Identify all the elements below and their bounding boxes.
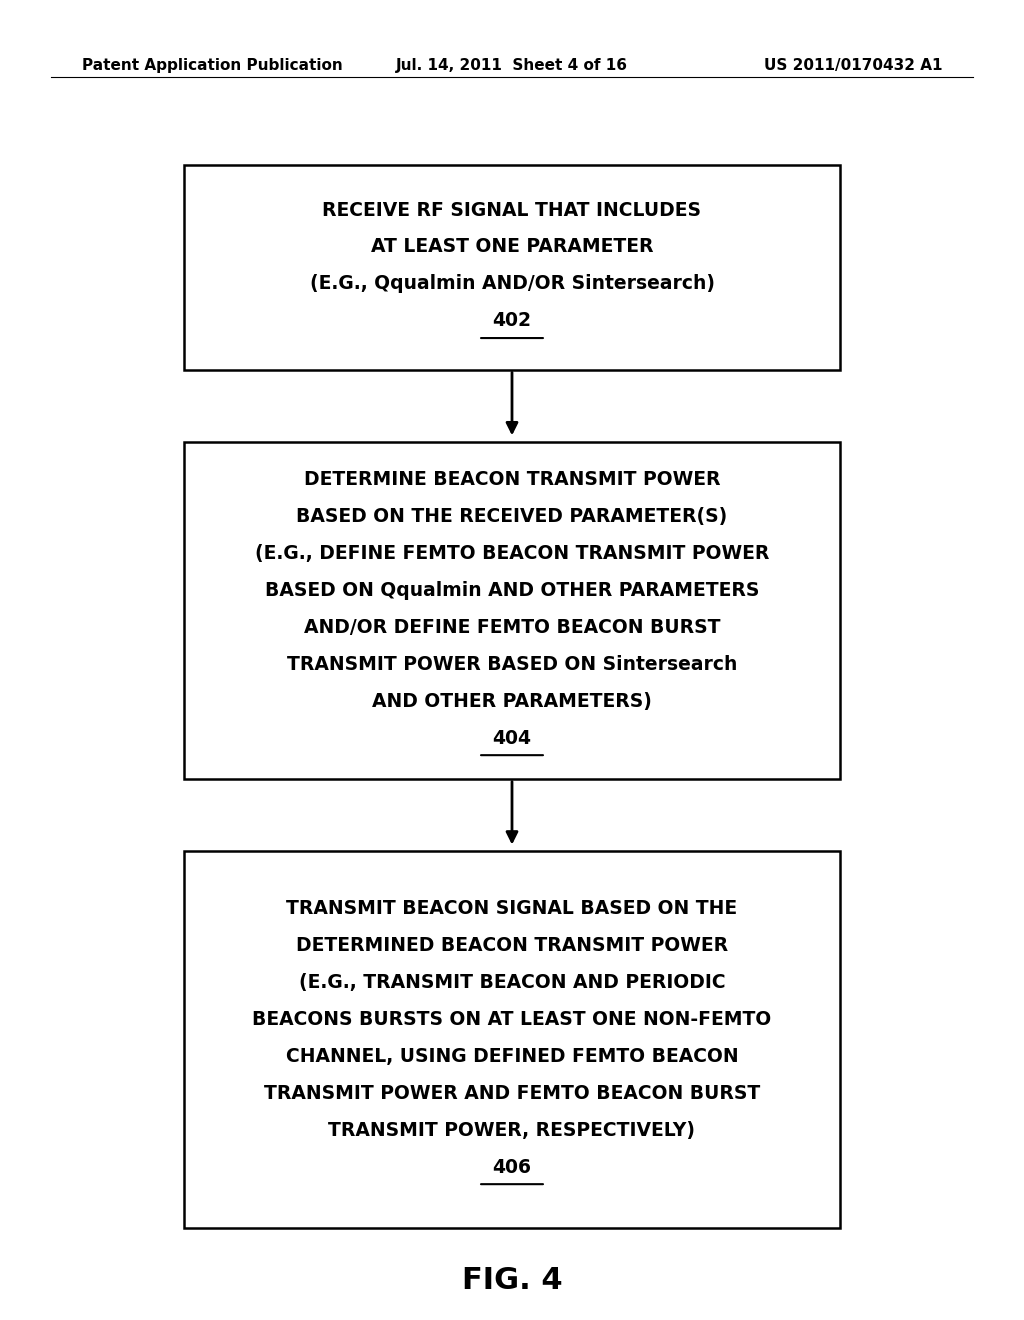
Text: TRANSMIT BEACON SIGNAL BASED ON THE: TRANSMIT BEACON SIGNAL BASED ON THE	[287, 899, 737, 917]
Text: (E.G., DEFINE FEMTO BEACON TRANSMIT POWER: (E.G., DEFINE FEMTO BEACON TRANSMIT POWE…	[255, 544, 769, 562]
Text: 404: 404	[493, 729, 531, 747]
Text: Patent Application Publication: Patent Application Publication	[82, 58, 343, 73]
Text: US 2011/0170432 A1: US 2011/0170432 A1	[764, 58, 942, 73]
Text: FIG. 4: FIG. 4	[462, 1266, 562, 1295]
FancyBboxPatch shape	[184, 851, 840, 1228]
Text: BASED ON Qqualmin AND OTHER PARAMETERS: BASED ON Qqualmin AND OTHER PARAMETERS	[265, 581, 759, 599]
Text: (E.G., Qqualmin AND/OR Sintersearch): (E.G., Qqualmin AND/OR Sintersearch)	[309, 275, 715, 293]
Text: Jul. 14, 2011  Sheet 4 of 16: Jul. 14, 2011 Sheet 4 of 16	[396, 58, 628, 73]
Text: BASED ON THE RECEIVED PARAMETER(S): BASED ON THE RECEIVED PARAMETER(S)	[296, 507, 728, 525]
FancyBboxPatch shape	[184, 165, 840, 370]
FancyBboxPatch shape	[184, 442, 840, 779]
Text: CHANNEL, USING DEFINED FEMTO BEACON: CHANNEL, USING DEFINED FEMTO BEACON	[286, 1047, 738, 1065]
Text: RECEIVE RF SIGNAL THAT INCLUDES: RECEIVE RF SIGNAL THAT INCLUDES	[323, 201, 701, 219]
Text: TRANSMIT POWER, RESPECTIVELY): TRANSMIT POWER, RESPECTIVELY)	[329, 1121, 695, 1139]
Text: AT LEAST ONE PARAMETER: AT LEAST ONE PARAMETER	[371, 238, 653, 256]
Text: AND OTHER PARAMETERS): AND OTHER PARAMETERS)	[372, 692, 652, 710]
Text: BEACONS BURSTS ON AT LEAST ONE NON-FEMTO: BEACONS BURSTS ON AT LEAST ONE NON-FEMTO	[252, 1010, 772, 1028]
Text: DETERMINE BEACON TRANSMIT POWER: DETERMINE BEACON TRANSMIT POWER	[304, 470, 720, 488]
Text: (E.G., TRANSMIT BEACON AND PERIODIC: (E.G., TRANSMIT BEACON AND PERIODIC	[299, 973, 725, 991]
Text: 402: 402	[493, 312, 531, 330]
Text: DETERMINED BEACON TRANSMIT POWER: DETERMINED BEACON TRANSMIT POWER	[296, 936, 728, 954]
Text: TRANSMIT POWER AND FEMTO BEACON BURST: TRANSMIT POWER AND FEMTO BEACON BURST	[264, 1084, 760, 1102]
Text: TRANSMIT POWER BASED ON Sintersearch: TRANSMIT POWER BASED ON Sintersearch	[287, 655, 737, 673]
Text: AND/OR DEFINE FEMTO BEACON BURST: AND/OR DEFINE FEMTO BEACON BURST	[304, 618, 720, 636]
Text: 406: 406	[493, 1158, 531, 1176]
